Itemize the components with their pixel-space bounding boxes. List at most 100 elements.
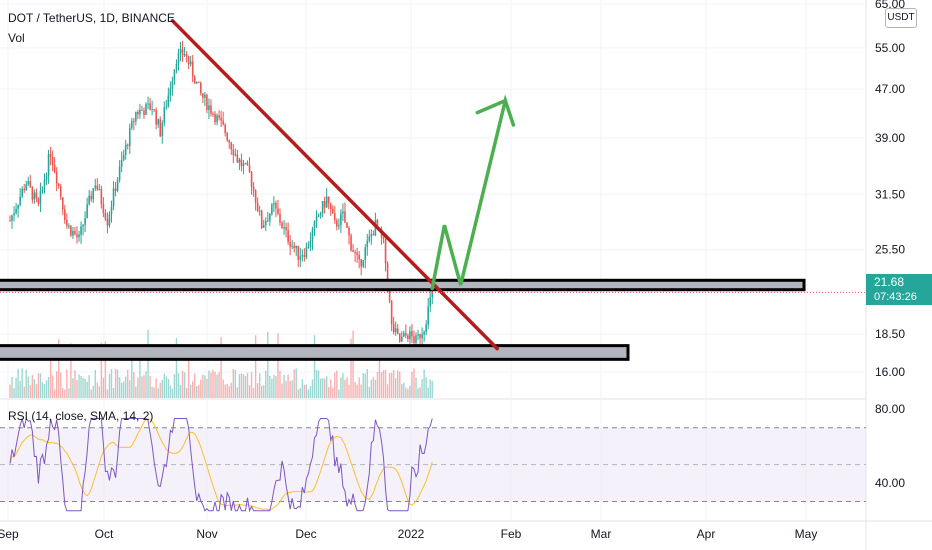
- candle-body: [236, 154, 239, 163]
- candle-body: [202, 93, 204, 98]
- candle-body: [220, 117, 222, 121]
- support-resistance-zones: [0, 278, 806, 361]
- volume-bar: [108, 373, 111, 398]
- price-tick-label: 16.00: [875, 365, 905, 379]
- candle-body: [370, 234, 373, 237]
- volume-bar: [303, 384, 306, 398]
- volume-bar: [13, 388, 15, 398]
- candle-body: [135, 111, 137, 122]
- candle-body: [230, 142, 233, 150]
- rsi-sma-line: [9, 418, 433, 511]
- candle-body: [171, 80, 174, 89]
- volume-bar: [68, 388, 70, 398]
- volume-bar: [362, 373, 364, 398]
- candle-body: [165, 106, 168, 108]
- candle-body: [338, 225, 340, 227]
- candle-body: [279, 213, 281, 223]
- volume-bar: [417, 388, 419, 398]
- resistance-zone: [0, 278, 806, 292]
- volume-bar: [421, 379, 423, 398]
- candle-body: [13, 213, 15, 216]
- candle-body: [27, 181, 30, 184]
- candle-body: [334, 213, 336, 221]
- volume-bar: [346, 377, 348, 398]
- candle-body: [295, 245, 298, 249]
- candle-body: [238, 159, 241, 163]
- volume-bar: [29, 385, 31, 398]
- volume-bar: [384, 369, 387, 398]
- candle-body: [98, 189, 101, 191]
- candle-body: [232, 149, 235, 156]
- candle-body: [157, 119, 159, 125]
- volume-bar: [425, 377, 427, 398]
- volume-bar: [263, 384, 265, 398]
- candle-body: [252, 186, 255, 191]
- volume-bar: [11, 377, 13, 398]
- volume-bar: [275, 375, 277, 398]
- volume-bar: [321, 378, 324, 398]
- volume-bar: [216, 374, 218, 398]
- volume-bar: [254, 335, 257, 398]
- candle-body: [228, 140, 231, 143]
- volume-bar: [232, 369, 234, 398]
- currency-badge[interactable]: USDT: [885, 8, 917, 28]
- volume-bar: [177, 373, 180, 398]
- candle-body: [273, 203, 275, 205]
- volume-bar: [21, 368, 23, 398]
- volume-bar: [354, 381, 356, 398]
- volume-bar: [116, 369, 119, 398]
- candle-body: [350, 235, 352, 251]
- candle-body: [104, 212, 107, 219]
- time-tick-label: Sep: [0, 527, 19, 541]
- volume-bar: [236, 387, 239, 398]
- candle-body: [368, 236, 371, 241]
- candle-body: [244, 162, 247, 164]
- volume-bar: [222, 379, 224, 398]
- volume-bar: [208, 370, 210, 398]
- candle-body: [323, 201, 326, 208]
- candle-body: [240, 159, 243, 167]
- volume-bar: [214, 371, 216, 398]
- price-tick-label: 25.50: [875, 243, 905, 257]
- volume-bar: [169, 385, 172, 398]
- volume-bar: [145, 371, 147, 398]
- volume-bar: [376, 371, 379, 398]
- volume-bar: [338, 389, 340, 398]
- axes: 65.00 55.00 47.00 39.00 31.50 25.50 18.50 16.00…: [0, 0, 905, 541]
- volume-bar: [62, 388, 64, 398]
- candlesticks: [9, 40, 434, 350]
- volume-bar: [256, 383, 259, 398]
- price-tick-label: 55.00: [875, 41, 905, 55]
- rsi-legend: RSI (14, close, SMA, 14, 2): [8, 409, 154, 423]
- candle-body: [131, 121, 133, 128]
- volume-bar: [340, 377, 342, 398]
- volume-bar: [285, 380, 287, 398]
- time-tick-label: Feb: [501, 527, 522, 541]
- volume-bar: [204, 375, 206, 398]
- volume-bar: [330, 379, 332, 398]
- volume-bar: [261, 386, 263, 398]
- volume-bar: [392, 370, 395, 398]
- candle-body: [407, 335, 409, 340]
- volume-bar: [409, 385, 411, 398]
- candle-body: [149, 103, 151, 110]
- volume-bar: [39, 373, 42, 398]
- candle-body: [197, 81, 200, 83]
- volume-bar: [246, 372, 249, 398]
- candle-body: [122, 154, 125, 161]
- volume-bar: [167, 379, 170, 398]
- volume-bar: [139, 347, 141, 398]
- candle-body: [250, 172, 253, 187]
- volume-bar: [297, 389, 299, 398]
- candle-body: [329, 203, 332, 209]
- volume-bar: [76, 379, 78, 398]
- volume-bar: [127, 369, 129, 398]
- volume-bar: [198, 385, 200, 398]
- volume-bar: [328, 386, 330, 398]
- candle-body: [19, 196, 21, 205]
- rsi-line: [9, 417, 433, 513]
- candle-body: [204, 94, 206, 98]
- volume-bar: [395, 378, 397, 398]
- candle-body: [116, 180, 119, 191]
